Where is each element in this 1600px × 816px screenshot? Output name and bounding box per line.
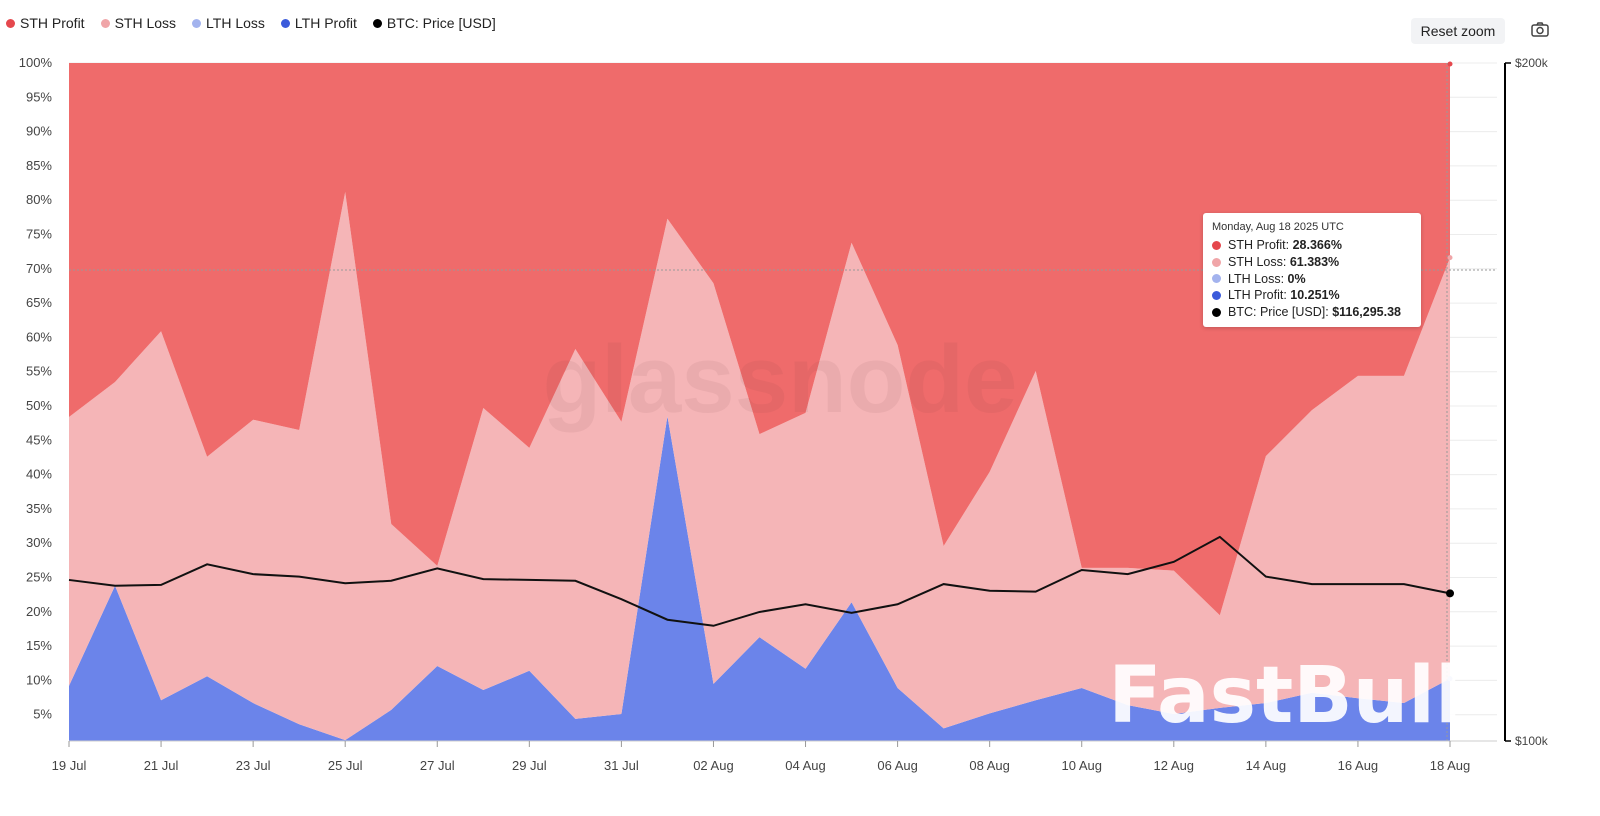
legend: STH Profit STH Loss LTH Loss LTH Profit BTC:… — [6, 15, 496, 31]
y-tick-label: 50% — [26, 398, 52, 413]
legend-item-lth-loss[interactable]: LTH Loss — [192, 15, 265, 31]
legend-label: LTH Loss — [206, 15, 265, 31]
tooltip: Monday, Aug 18 2025 UTC STH Profit: 28.3… — [1203, 213, 1421, 327]
y-tick-label: 45% — [26, 432, 52, 447]
legend-dot — [192, 18, 202, 28]
y-tick-label: 35% — [26, 501, 52, 516]
legend-item-sth-loss[interactable]: STH Loss — [100, 15, 177, 31]
legend-dot — [280, 18, 290, 28]
btc-price-line — [68, 535, 1451, 627]
tooltip-dot — [1212, 290, 1221, 300]
y-tick-label: 55% — [26, 364, 52, 379]
tooltip-dot — [1212, 274, 1221, 284]
right-tick-label: $200k — [1515, 56, 1549, 70]
tooltip-row: STH Loss: 61.383% — [1212, 254, 1412, 271]
legend-item-sth-profit[interactable]: STH Profit — [6, 15, 85, 31]
x-tick-label: 08 Aug — [969, 758, 1010, 773]
tooltip-value: $116,295.38 — [1332, 305, 1402, 320]
area-sth-profit — [69, 63, 1450, 616]
y-tick-label: 70% — [26, 261, 52, 276]
tooltip-value: 0% — [1287, 271, 1306, 286]
fastbull-watermark: FastBull — [1108, 651, 1462, 741]
tooltip-row: STH Profit: 28.366% — [1212, 237, 1412, 254]
x-tick-label: 14 Aug — [1246, 758, 1287, 773]
x-tick-label: 10 Aug — [1061, 758, 1102, 773]
reset-zoom-button[interactable]: Reset zoom — [1411, 18, 1505, 44]
tooltip-label: STH Profit: — [1228, 238, 1293, 253]
tooltip-dot — [1212, 257, 1221, 267]
legend-label: LTH Profit — [294, 15, 357, 31]
legend-item-lth-profit[interactable]: LTH Profit — [280, 15, 357, 31]
y-tick-label: 95% — [26, 89, 52, 104]
legend-label: STH Loss — [114, 15, 177, 31]
glassnode-watermark: glassnode — [543, 326, 1018, 433]
tooltip-row: BTC: Price [USD]: $116,295.38 — [1212, 304, 1412, 321]
y-tick-label: 25% — [26, 570, 52, 585]
sth-profit-marker — [1447, 61, 1453, 67]
tooltip-value: 61.383% — [1289, 255, 1340, 270]
y-tick-label: 65% — [26, 295, 52, 310]
tooltip-value: 10.251% — [1290, 288, 1340, 303]
y-tick-label: 75% — [26, 227, 52, 242]
legend-dot — [372, 18, 382, 28]
tooltip-date: Monday, Aug 18 2025 UTC — [1212, 221, 1344, 233]
tooltip-row: LTH Loss: 0% — [1212, 270, 1412, 287]
area-sth-loss — [69, 191, 1450, 741]
y-tick-label: 90% — [26, 124, 52, 139]
x-tick-label: 12 Aug — [1154, 758, 1195, 773]
tooltip-dot — [1212, 240, 1221, 250]
camera-icon[interactable] — [1530, 20, 1550, 40]
y-tick-label: 100% — [19, 55, 53, 70]
x-tick-label: 31 Jul — [604, 758, 639, 773]
tooltip-label: STH Loss: — [1228, 255, 1290, 270]
legend-item-btc-price-usd[interactable]: BTC: Price [USD] — [372, 15, 496, 31]
area-lth-profit — [69, 416, 1450, 741]
tooltip-value: 28.366% — [1292, 238, 1342, 253]
y-tick-label: 60% — [26, 329, 52, 344]
legend-dot — [100, 18, 110, 28]
tooltip-label: BTC: Price [USD]: — [1228, 305, 1333, 320]
legend-label: STH Profit — [20, 15, 85, 31]
x-tick-label: 06 Aug — [877, 758, 918, 773]
x-tick-label: 18 Aug — [1430, 758, 1471, 773]
x-tick-label: 02 Aug — [693, 758, 734, 773]
x-tick-label: 19 Jul — [52, 758, 87, 773]
btc-price-marker — [1446, 589, 1454, 598]
y-tick-label: 15% — [26, 638, 52, 653]
y-tick-label: 30% — [26, 535, 52, 550]
tooltip-label: LTH Loss: — [1228, 271, 1288, 286]
x-tick-label: 23 Jul — [236, 758, 271, 773]
tooltip-label: LTH Profit: — [1228, 288, 1291, 303]
x-tick-label: 27 Jul — [420, 758, 455, 773]
x-tick-label: 25 Jul — [328, 758, 363, 773]
x-tick-label: 21 Jul — [144, 758, 179, 773]
legend-label: BTC: Price [USD] — [386, 15, 496, 31]
x-tick-label: 04 Aug — [785, 758, 826, 773]
x-tick-label: 29 Jul — [512, 758, 547, 773]
lth-profit-marker — [1447, 676, 1453, 682]
tooltip-dot — [1212, 307, 1221, 317]
y-tick-label: 10% — [26, 672, 52, 687]
y-tick-label: 5% — [33, 707, 52, 722]
y-tick-label: 20% — [26, 604, 52, 619]
tooltip-row: LTH Profit: 10.251% — [1212, 287, 1412, 304]
y-tick-label: 80% — [26, 192, 52, 207]
sth-loss-marker — [1447, 255, 1453, 261]
right-tick-label: $100k — [1515, 734, 1549, 748]
x-tick-label: 16 Aug — [1338, 758, 1379, 773]
y-tick-label: 40% — [26, 467, 52, 482]
y-tick-label: 85% — [26, 158, 52, 173]
legend-dot — [6, 18, 15, 28]
